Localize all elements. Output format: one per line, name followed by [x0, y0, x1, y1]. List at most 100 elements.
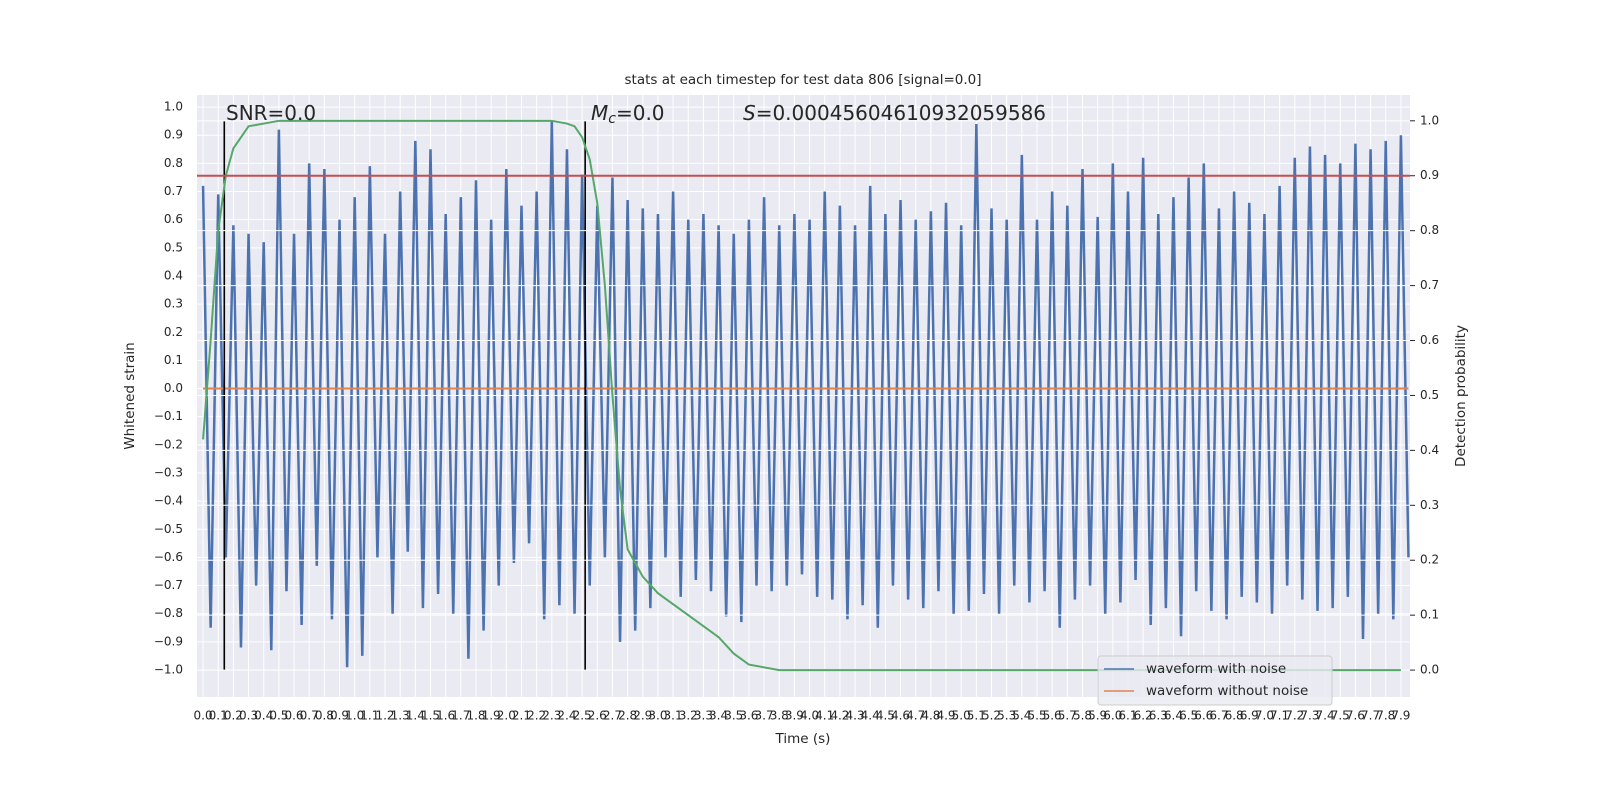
x-tick-label: 4.6 [891, 709, 910, 723]
x-tick-label: 1.5 [421, 709, 440, 723]
x-tick-label: 6.8 [1225, 709, 1244, 723]
annotation-text: SNR=0.0 [226, 101, 316, 125]
y-tick-label: −0.5 [154, 522, 183, 536]
x-axis-label: Time (s) [775, 731, 831, 747]
y-tick-label: 0.0 [164, 381, 183, 395]
x-tick-label: 3.6 [739, 709, 758, 723]
x-tick-label: 3.9 [785, 709, 804, 723]
x-tick-label: 0.7 [300, 709, 319, 723]
x-tick-label: 6.2 [1134, 709, 1153, 723]
y-axis-label: Whitened strain [122, 342, 138, 449]
y-tick-label: −0.9 [154, 634, 183, 648]
x-tick-label: 4.1 [815, 709, 834, 723]
x-tick-label: 4.2 [830, 709, 849, 723]
x-tick-label: 0.1 [209, 709, 228, 723]
y-tick-label: 0.4 [164, 268, 183, 282]
x-tick-label: 5.4 [1012, 709, 1031, 723]
y-tick-label: −0.7 [154, 578, 183, 592]
x-tick-label: 4.0 [800, 709, 819, 723]
annotation-subscript: c [608, 111, 616, 127]
x-tick-label: 1.6 [436, 709, 455, 723]
x-tick-label: 4.5 [876, 709, 895, 723]
x-tick-label: 5.5 [1027, 709, 1046, 723]
x-tick-label: 5.6 [1043, 709, 1062, 723]
x-tick-label: 6.1 [1118, 709, 1137, 723]
probability-line [202, 119, 1401, 672]
x-tick-label: 1.3 [391, 709, 410, 723]
y2-tick-label: 0.6 [1420, 333, 1439, 347]
x-tick-label: 3.1 [664, 709, 683, 723]
y-tick-label: −0.8 [154, 606, 183, 620]
y-tick-label: 0.9 [164, 128, 183, 142]
x-tick-label: 1.9 [482, 709, 501, 723]
x-tick-label: 5.2 [982, 709, 1001, 723]
annotation-text: =0.0 [616, 101, 665, 125]
y2-tick-label: 0.7 [1420, 278, 1439, 292]
x-tick-label: 7.4 [1316, 709, 1335, 723]
x-tick-label: 4.3 [846, 709, 865, 723]
x-tick-label: 0.6 [284, 709, 303, 723]
y-tick-label: 0.2 [164, 325, 183, 339]
y2-tick-label: 1.0 [1420, 113, 1439, 127]
x-tick-label: 6.0 [1103, 709, 1122, 723]
y-tick-label: −0.3 [154, 465, 183, 479]
x-tick-label: 4.7 [906, 709, 925, 723]
x-tick-label: 0.0 [194, 709, 213, 723]
y-tick-label: −0.1 [154, 409, 183, 423]
annotation-symbol: M [591, 101, 608, 125]
legend-label: waveform with noise [1146, 661, 1286, 677]
x-tick-label: 4.9 [936, 709, 955, 723]
annotation: Mc=0.0 [591, 101, 665, 128]
y-tick-label: −0.4 [154, 494, 183, 508]
x-tick-label: 7.8 [1376, 709, 1395, 723]
x-tick-label: 6.4 [1164, 709, 1183, 723]
x-tick-label: 3.7 [755, 709, 774, 723]
y2-tick-label: 0.1 [1420, 608, 1439, 622]
x-tick-label: 1.2 [375, 709, 394, 723]
x-tick-label: 7.0 [1255, 709, 1274, 723]
x-tick-label: 5.1 [967, 709, 986, 723]
x-tick-label: 5.3 [997, 709, 1016, 723]
x-tick-label: 6.5 [1179, 709, 1198, 723]
y-tick-label: −1.0 [154, 662, 183, 676]
y-tick-label: 0.8 [164, 156, 183, 170]
x-tick-label: 6.3 [1149, 709, 1168, 723]
x-tick-label: 4.4 [861, 709, 880, 723]
x-tick-label: 7.5 [1331, 709, 1350, 723]
legend-label: waveform without noise [1146, 683, 1308, 699]
x-tick-label: 7.9 [1391, 709, 1410, 723]
chart-title: stats at each timestep for test data 806… [625, 72, 982, 88]
x-tick-label: 0.8 [315, 709, 334, 723]
y2-axis-label: Detection probability [1453, 325, 1469, 467]
x-tick-label: 2.5 [573, 709, 592, 723]
x-tick-label: 7.6 [1346, 709, 1365, 723]
x-tick-label: 6.9 [1240, 709, 1259, 723]
x-tick-label: 3.8 [770, 709, 789, 723]
y2-tick-label: 0.0 [1420, 663, 1439, 677]
x-tick-label: 2.0 [497, 709, 516, 723]
x-tick-label: 2.1 [512, 709, 531, 723]
plot-area [197, 95, 1410, 697]
y2-tick-label: 0.2 [1420, 553, 1439, 567]
x-tick-label: 6.6 [1194, 709, 1213, 723]
x-tick-label: 7.3 [1300, 709, 1319, 723]
x-tick-label: 5.9 [1088, 709, 1107, 723]
y-tick-label: −0.2 [154, 437, 183, 451]
x-tick-label: 0.5 [269, 709, 288, 723]
x-tick-label: 3.0 [648, 709, 667, 723]
annotation-text: =0.00045604610932059586 [756, 101, 1046, 125]
x-tick-label: 2.7 [603, 709, 622, 723]
data-line [201, 121, 1410, 668]
y-tick-label: 1.0 [164, 100, 183, 114]
annotation: SNR=0.0 [226, 101, 316, 125]
x-tick-label: 7.2 [1285, 709, 1304, 723]
x-tick-label: 3.5 [724, 709, 743, 723]
y2-tick-label: 0.4 [1420, 443, 1439, 457]
y2-tick-label: 0.5 [1420, 388, 1439, 402]
y-tick-label: 0.3 [164, 297, 183, 311]
x-tick-label: 5.0 [952, 709, 971, 723]
x-tick-label: 1.7 [451, 709, 470, 723]
y-tick-label: 0.5 [164, 240, 183, 254]
x-tick-label: 1.8 [466, 709, 485, 723]
